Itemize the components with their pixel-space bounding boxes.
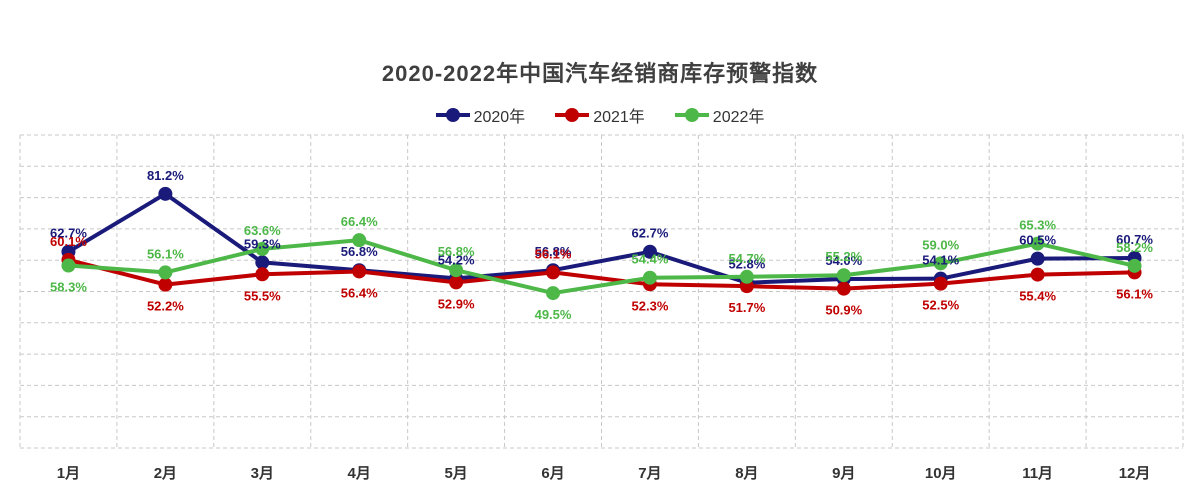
data-label: 56.1% (1116, 286, 1153, 301)
data-label: 54.2% (438, 252, 475, 267)
data-point (352, 264, 367, 279)
legend: 2020年 2021年 2022年 (0, 103, 1200, 127)
data-point (449, 263, 464, 278)
data-label: 60.7% (1116, 232, 1153, 247)
x-tick-label: 2月 (154, 465, 177, 482)
series-2020年 (61, 186, 1142, 290)
x-tick-label: 7月 (638, 465, 661, 482)
x-tick-label: 5月 (444, 465, 467, 482)
data-label: 58.2% (1116, 240, 1153, 255)
gridlines (19, 134, 1184, 449)
data-point (739, 269, 754, 284)
data-label: 49.5% (535, 307, 572, 322)
data-label: 62.7% (632, 226, 669, 241)
data-point (352, 233, 367, 248)
data-point (1030, 251, 1045, 266)
data-point (642, 270, 657, 285)
data-label: 54.4% (632, 252, 669, 267)
data-label: 59.3% (244, 236, 281, 251)
data-label: 60.1% (50, 234, 87, 249)
data-label: 55.2% (825, 249, 862, 264)
data-label: 54.7% (728, 251, 765, 266)
data-point (642, 244, 657, 259)
data-label: 56.8% (438, 244, 475, 259)
data-label: 56.8% (341, 244, 378, 259)
x-tick-label: 3月 (251, 465, 274, 482)
x-tick-label: 4月 (348, 465, 371, 482)
legend-item-2021: 2021年 (555, 103, 645, 127)
data-label: 66.4% (341, 214, 378, 229)
series-line (67, 257, 1135, 291)
data-point (1127, 258, 1142, 273)
data-point (1030, 236, 1045, 251)
data-labels-2022年: 58.3% 56.1% 63.6% 66.4% 56.8% 49.5% 54.4% 54.7%… (50, 214, 1153, 322)
data-label: 58.3% (50, 280, 87, 295)
x-tick-label: 6月 (541, 465, 564, 482)
x-tick-label: 11月 (1022, 465, 1053, 482)
data-label: 62.7% (50, 226, 87, 241)
data-label: 65.3% (1019, 218, 1056, 233)
x-tick-label: 10月 (925, 465, 957, 482)
legend-swatch-2021 (555, 108, 590, 122)
data-point (933, 276, 948, 291)
data-labels-2020年: 62.7%81.2%59.3%56.8%54.2%56.8%62.7%52.8%… (50, 168, 1153, 272)
data-point (255, 255, 270, 270)
data-point (836, 281, 851, 296)
data-label: 54.1% (922, 253, 959, 268)
data-point (158, 265, 173, 280)
data-label: 56.4% (341, 285, 378, 300)
legend-swatch-2020 (435, 108, 470, 122)
x-tick-label: 8月 (735, 465, 758, 482)
data-label: 55.5% (244, 288, 281, 303)
data-label: 55.4% (1019, 289, 1056, 304)
data-point (933, 256, 948, 271)
data-point (546, 286, 561, 301)
legend-label-2021: 2021年 (593, 109, 645, 126)
data-label: 50.9% (825, 303, 862, 318)
data-label: 60.5% (1019, 233, 1056, 248)
series-line (68, 238, 1135, 296)
data-point (546, 265, 561, 280)
data-label: 52.8% (728, 257, 765, 272)
data-point (836, 268, 851, 283)
data-label: 52.2% (147, 299, 184, 314)
data-point (255, 241, 270, 256)
legend-item-2020: 2020年 (435, 103, 526, 127)
data-label: 52.5% (922, 298, 959, 313)
series-2021年 (61, 252, 1142, 296)
data-label: 51.7% (728, 300, 765, 315)
data-labels-2021年: 60.1% 52.2% 55.5% 56.4% 52.9% 56.1% 52.3% 51.7%… (50, 234, 1153, 318)
data-label: 56.1% (535, 246, 572, 261)
x-tick-label: 1月 (57, 465, 80, 482)
legend-swatch-2022 (674, 108, 709, 122)
data-label: 56.8% (535, 244, 572, 259)
data-point (61, 258, 76, 273)
data-point (158, 186, 173, 201)
data-label: 63.6% (244, 223, 281, 238)
legend-item-2022: 2022年 (674, 103, 765, 127)
data-point (449, 275, 464, 290)
data-label: 52.9% (438, 296, 475, 311)
data-label: 54.0% (825, 253, 862, 268)
data-point (1030, 267, 1045, 282)
series-2022年 (61, 233, 1142, 301)
data-point (158, 277, 173, 292)
legend-label-2022: 2022年 (712, 109, 765, 126)
data-label: 56.1% (147, 246, 184, 261)
legend-label-2020: 2020年 (473, 109, 526, 126)
data-label: 52.3% (632, 298, 669, 313)
x-tick-label: 12月 (1119, 465, 1151, 482)
data-point (255, 267, 270, 282)
x-tick-label: 9月 (832, 465, 855, 482)
data-label: 81.2% (147, 168, 184, 183)
data-label: 59.0% (922, 237, 959, 252)
chart-title: 2020-2022年中国汽车经销商库存预警指数 (381, 61, 819, 86)
